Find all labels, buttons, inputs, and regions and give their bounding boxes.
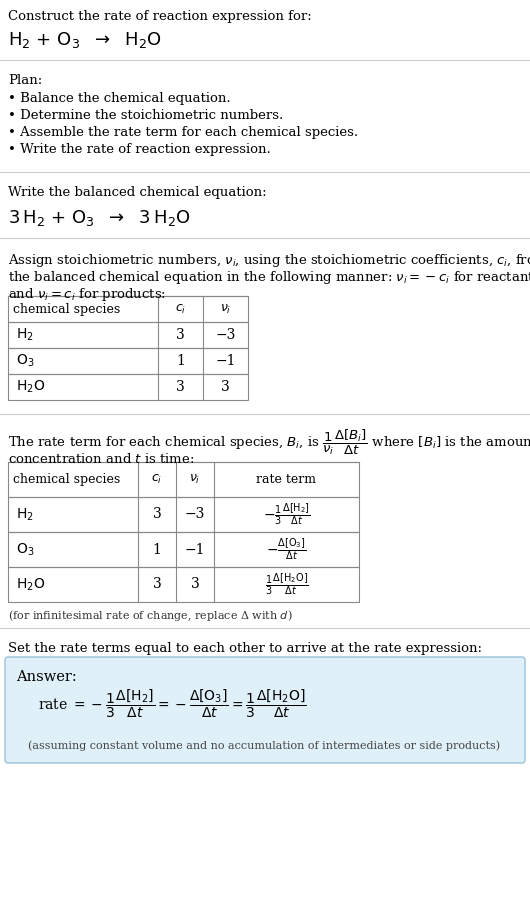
Text: chemical species: chemical species: [13, 302, 120, 316]
Text: −1: −1: [215, 354, 236, 368]
Text: $\mathrm{H_2}$ $+$ $\mathrm{O_3}$  $\rightarrow$  $\mathrm{H_2O}$: $\mathrm{H_2}$ $+$ $\mathrm{O_3}$ $\righ…: [8, 30, 162, 50]
Text: rate $= -\dfrac{1}{3}\dfrac{\Delta[\mathrm{H_2}]}{\Delta t} = -\dfrac{\Delta[\ma: rate $= -\dfrac{1}{3}\dfrac{\Delta[\math…: [38, 688, 307, 720]
Text: $\mathrm{H_2}$: $\mathrm{H_2}$: [16, 327, 34, 343]
Text: 3: 3: [153, 578, 161, 592]
Text: 3: 3: [221, 380, 230, 394]
Text: 3: 3: [191, 578, 199, 592]
Bar: [8, 348, 248, 374]
Text: $\mathrm{O_3}$: $\mathrm{O_3}$: [16, 353, 34, 369]
Text: $\frac{1}{3}\frac{\Delta[\mathrm{H_2O}]}{\Delta t}$: $\frac{1}{3}\frac{\Delta[\mathrm{H_2O}]}…: [264, 571, 308, 597]
Text: $\mathrm{O_3}$: $\mathrm{O_3}$: [16, 541, 34, 558]
Text: • Write the rate of reaction expression.: • Write the rate of reaction expression.: [8, 143, 271, 156]
Text: $-\frac{1}{3}\frac{\Delta[\mathrm{H_2}]}{\Delta t}$: $-\frac{1}{3}\frac{\Delta[\mathrm{H_2}]}…: [262, 501, 311, 528]
Text: rate term: rate term: [257, 473, 316, 486]
Text: $-\frac{\Delta[\mathrm{O_3}]}{\Delta t}$: $-\frac{\Delta[\mathrm{O_3}]}{\Delta t}$: [267, 537, 306, 562]
Bar: [8, 532, 359, 567]
Text: $\nu_i$: $\nu_i$: [189, 473, 201, 486]
Text: Set the rate terms equal to each other to arrive at the rate expression:: Set the rate terms equal to each other t…: [8, 642, 482, 655]
Text: −3: −3: [185, 508, 205, 521]
Text: Construct the rate of reaction expression for:: Construct the rate of reaction expressio…: [8, 10, 312, 23]
Text: −3: −3: [215, 328, 236, 342]
Text: $c_i$: $c_i$: [152, 473, 163, 486]
Text: (assuming constant volume and no accumulation of intermediates or side products): (assuming constant volume and no accumul…: [28, 741, 500, 752]
Text: Write the balanced chemical equation:: Write the balanced chemical equation:: [8, 186, 267, 199]
Text: (for infinitesimal rate of change, replace Δ with $d$): (for infinitesimal rate of change, repla…: [8, 608, 293, 623]
Bar: [8, 497, 359, 532]
Text: • Determine the stoichiometric numbers.: • Determine the stoichiometric numbers.: [8, 109, 283, 122]
Bar: [8, 462, 359, 497]
Text: $c_i$: $c_i$: [175, 302, 186, 316]
Bar: [8, 296, 248, 322]
Text: Answer:: Answer:: [16, 670, 77, 684]
Text: $\mathrm{H_2}$: $\mathrm{H_2}$: [16, 506, 34, 522]
Text: concentration and $t$ is time:: concentration and $t$ is time:: [8, 452, 195, 466]
Text: −1: −1: [185, 542, 205, 557]
Bar: [8, 567, 359, 602]
Text: $\mathrm{H_2O}$: $\mathrm{H_2O}$: [16, 379, 45, 395]
FancyBboxPatch shape: [5, 657, 525, 763]
Text: the balanced chemical equation in the following manner: $\nu_i = -c_i$ for react: the balanced chemical equation in the fo…: [8, 269, 530, 286]
Text: The rate term for each chemical species, $B_i$, is $\dfrac{1}{\nu_i}\dfrac{\Delt: The rate term for each chemical species,…: [8, 428, 530, 458]
Text: 1: 1: [176, 354, 185, 368]
Text: Plan:: Plan:: [8, 74, 42, 87]
Bar: [8, 322, 248, 348]
Text: and $\nu_i = c_i$ for products:: and $\nu_i = c_i$ for products:: [8, 286, 166, 303]
Text: $\nu_i$: $\nu_i$: [220, 302, 231, 316]
Text: • Balance the chemical equation.: • Balance the chemical equation.: [8, 92, 231, 105]
Text: Assign stoichiometric numbers, $\nu_i$, using the stoichiometric coefficients, $: Assign stoichiometric numbers, $\nu_i$, …: [8, 252, 530, 269]
Text: 3: 3: [153, 508, 161, 521]
Text: 1: 1: [153, 542, 162, 557]
Text: chemical species: chemical species: [13, 473, 120, 486]
Text: 3: 3: [176, 328, 185, 342]
Text: • Assemble the rate term for each chemical species.: • Assemble the rate term for each chemic…: [8, 126, 358, 139]
Text: 3: 3: [176, 380, 185, 394]
Text: $\mathrm{3\,H_2}$ $+$ $\mathrm{O_3}$  $\rightarrow$  $\mathrm{3\,H_2O}$: $\mathrm{3\,H_2}$ $+$ $\mathrm{O_3}$ $\r…: [8, 208, 191, 228]
Bar: [8, 374, 248, 400]
Text: $\mathrm{H_2O}$: $\mathrm{H_2O}$: [16, 576, 45, 592]
